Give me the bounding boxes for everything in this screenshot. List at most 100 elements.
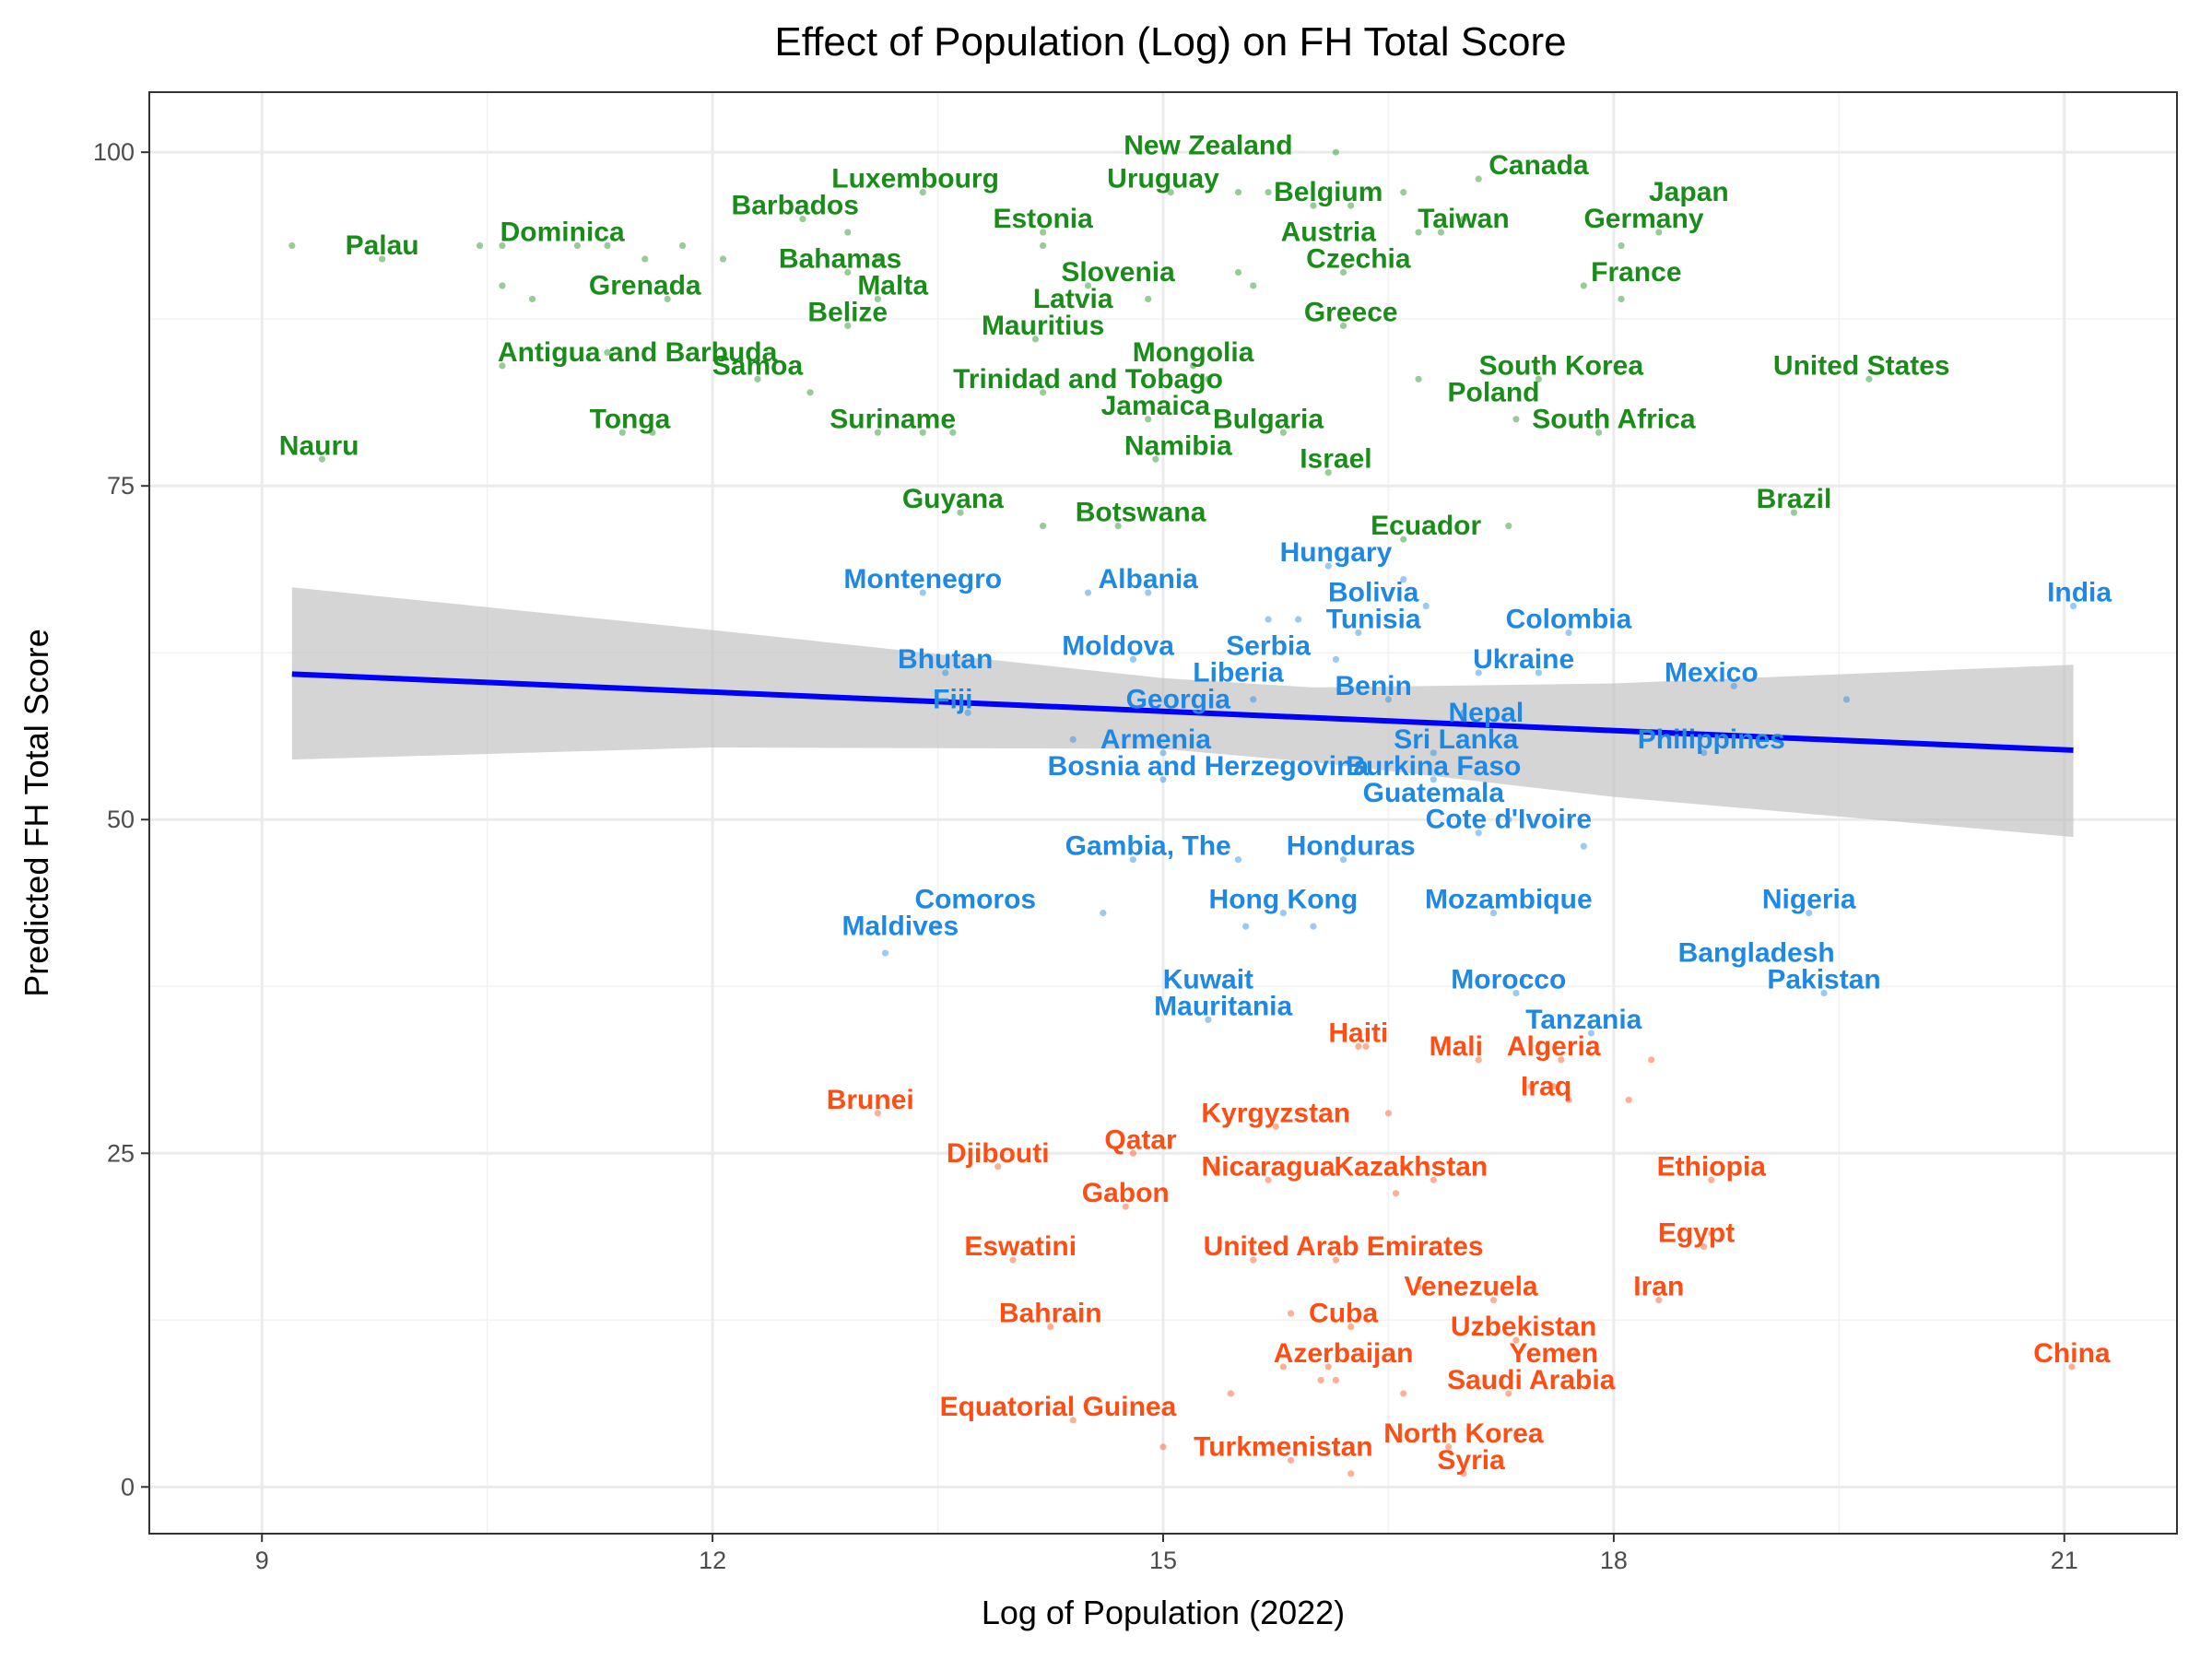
country-label: Nauru (279, 430, 359, 461)
data-point (1152, 455, 1159, 463)
data-point (949, 429, 957, 436)
y-tick-label: 0 (121, 1473, 135, 1500)
data-point (1355, 629, 1362, 637)
data-point (1324, 469, 1332, 477)
country-label: Latvia (1033, 284, 1113, 314)
country-label: Guyana (902, 484, 1004, 514)
data-point (1100, 910, 1107, 917)
data-point (942, 669, 949, 677)
data-point (1430, 776, 1437, 783)
data-point (1625, 1096, 1632, 1103)
data-point (1114, 523, 1122, 530)
data-point (1310, 923, 1317, 930)
data-point (1594, 429, 1603, 436)
x-tick-label: 12 (699, 1547, 726, 1574)
data-point (1287, 1310, 1295, 1317)
country-label: Saudi Arabia (1447, 1365, 1616, 1395)
data-point (1587, 1030, 1595, 1037)
data-point (844, 229, 852, 236)
x-tick-label: 18 (1600, 1547, 1628, 1574)
data-point (1842, 696, 1851, 703)
data-point (1355, 1042, 1362, 1051)
data-point (1580, 842, 1587, 850)
data-point (1400, 1390, 1407, 1397)
trend-line-layer (291, 671, 2074, 753)
data-point (1535, 669, 1543, 677)
country-label: Trinidad and Tobago (953, 364, 1223, 394)
country-label: Suriname (830, 404, 956, 434)
data-point (1250, 696, 1257, 703)
data-point (1422, 602, 1430, 610)
data-point (844, 268, 852, 276)
country-label: United Arab Emirates (1204, 1231, 1484, 1262)
country-label: Namibia (1124, 430, 1232, 461)
data-point (1730, 682, 1737, 690)
country-label: Cuba (1309, 1299, 1378, 1329)
country-label: Turkmenistan (1194, 1431, 1373, 1462)
data-point (1205, 1016, 1212, 1024)
country-label: Kazakhstan (1335, 1151, 1488, 1182)
data-point (1475, 669, 1482, 677)
major-gridlines (149, 92, 2177, 1534)
x-tick-label: 21 (2051, 1547, 2078, 1574)
x-axis-ticks: 9 12 15 18 21 (255, 1534, 2078, 1574)
country-label: Mauritius (982, 311, 1104, 341)
data-point (1708, 1230, 1715, 1237)
data-point (1565, 629, 1572, 637)
data-point (1400, 1163, 1407, 1171)
data-point (964, 709, 971, 716)
country-label: Eswatini (964, 1231, 1077, 1262)
country-label: Maldives (841, 912, 959, 942)
data-point (528, 295, 536, 303)
country-labels-layer: Palau Nauru Dominica Grenada Antigua and Bar… (279, 130, 2112, 1475)
country-label: Israel (1300, 444, 1371, 475)
data-point (1505, 1390, 1512, 1397)
data-point (719, 255, 727, 263)
data-point (1159, 749, 1167, 757)
data-point (1145, 589, 1152, 596)
data-point (1708, 1176, 1715, 1183)
data-point (1332, 1376, 1340, 1384)
data-point (1347, 202, 1355, 209)
data-point (1339, 268, 1347, 276)
data-point (874, 295, 881, 303)
data-point (1400, 575, 1407, 583)
data-point (618, 429, 626, 436)
data-point (1475, 175, 1482, 182)
y-tick-label: 50 (107, 806, 135, 833)
country-label: Jamaica (1101, 391, 1211, 421)
x-tick-label: 15 (1149, 1547, 1177, 1574)
data-point (1415, 1283, 1422, 1290)
country-label: Dominica (500, 218, 625, 248)
data-point (1189, 362, 1197, 370)
country-label: Guatemala (1363, 778, 1505, 808)
country-label: Poland (1448, 377, 1540, 407)
country-label: Gambia, The (1065, 831, 1231, 862)
country-label: Moldova (1062, 630, 1174, 661)
data-point (1332, 1256, 1340, 1264)
country-label: Algeria (1507, 1031, 1601, 1062)
data-point (1009, 1256, 1017, 1264)
data-point (499, 362, 506, 370)
country-label: Canada (1488, 150, 1589, 181)
data-point (1129, 1149, 1137, 1157)
country-label: Qatar (1104, 1124, 1177, 1155)
data-point (1145, 416, 1152, 423)
country-label: Serbia (1226, 630, 1311, 661)
data-point (957, 509, 964, 516)
country-label: Czechia (1306, 244, 1411, 275)
data-point (1332, 148, 1340, 156)
country-label: Albania (1099, 564, 1199, 594)
country-label: South Korea (1479, 350, 1644, 381)
data-point (919, 189, 926, 196)
country-label: Austria (1281, 218, 1377, 248)
country-label: Honduras (1287, 831, 1416, 862)
data-point (1489, 1296, 1498, 1304)
country-label: Syria (1437, 1445, 1505, 1476)
country-label: Egypt (1658, 1218, 1735, 1249)
data-point (874, 1110, 881, 1117)
country-label: Brazil (1757, 484, 1832, 514)
data-point (1234, 189, 1242, 196)
country-label: Mali (1430, 1031, 1483, 1062)
data-point (1535, 375, 1543, 382)
